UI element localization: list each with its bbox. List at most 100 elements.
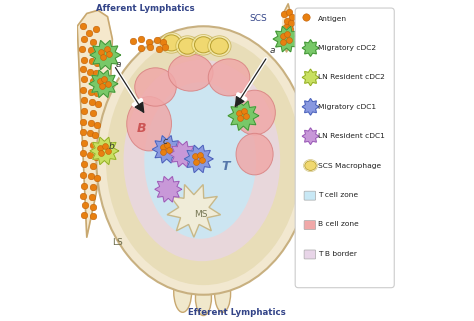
Polygon shape	[90, 137, 119, 165]
Point	[89, 79, 96, 84]
Ellipse shape	[210, 38, 228, 54]
Point	[94, 80, 102, 85]
Ellipse shape	[179, 38, 196, 54]
Point	[198, 157, 206, 162]
Point	[87, 89, 94, 94]
Text: Efferent Lymphatics: Efferent Lymphatics	[188, 308, 286, 317]
Point	[79, 172, 87, 178]
Point	[99, 54, 107, 59]
Text: SCS Macrophage: SCS Macrophage	[318, 163, 381, 169]
Point	[146, 45, 154, 50]
FancyBboxPatch shape	[295, 8, 394, 288]
Point	[100, 76, 108, 82]
Point	[236, 111, 243, 116]
Point	[98, 84, 106, 89]
Point	[88, 100, 95, 105]
Polygon shape	[273, 26, 300, 52]
Point	[79, 67, 87, 72]
Point	[91, 132, 99, 137]
Point	[137, 37, 145, 42]
Polygon shape	[167, 185, 220, 237]
Text: LS: LS	[112, 238, 123, 247]
Point	[81, 212, 88, 217]
Text: B cell zone: B cell zone	[318, 221, 359, 227]
Ellipse shape	[192, 35, 215, 55]
Point	[86, 131, 94, 136]
Point	[88, 59, 95, 64]
Point	[79, 119, 87, 124]
Point	[105, 52, 112, 57]
Point	[285, 9, 292, 14]
Text: Afferent Lymphatics: Afferent Lymphatics	[96, 4, 195, 13]
Ellipse shape	[195, 280, 211, 316]
Point	[89, 214, 96, 219]
Polygon shape	[302, 99, 319, 115]
Polygon shape	[302, 69, 319, 86]
Point	[90, 204, 97, 209]
Ellipse shape	[234, 90, 275, 135]
Point	[287, 21, 294, 26]
Text: Migratory cDC2: Migratory cDC2	[318, 45, 376, 51]
Point	[101, 143, 109, 149]
Polygon shape	[184, 145, 213, 173]
Polygon shape	[90, 40, 121, 70]
Point	[281, 12, 288, 17]
Point	[81, 184, 88, 189]
FancyBboxPatch shape	[304, 191, 316, 200]
Point	[286, 26, 294, 31]
Point	[89, 164, 96, 169]
Point	[288, 14, 296, 19]
Point	[94, 101, 102, 106]
Text: LN Resident cDC2: LN Resident cDC2	[318, 74, 385, 80]
Point	[82, 203, 89, 208]
Text: Migratory cDC1: Migratory cDC1	[318, 104, 376, 110]
FancyBboxPatch shape	[304, 250, 316, 259]
Point	[89, 40, 96, 45]
Ellipse shape	[208, 59, 250, 96]
Point	[79, 88, 87, 93]
Point	[146, 39, 153, 44]
Ellipse shape	[173, 271, 191, 312]
Point	[242, 114, 250, 119]
Point	[103, 47, 110, 52]
Ellipse shape	[194, 37, 212, 53]
Polygon shape	[155, 177, 182, 202]
Text: b: b	[109, 142, 114, 151]
Point	[161, 45, 169, 50]
Point	[241, 108, 248, 114]
Point	[164, 142, 171, 147]
Ellipse shape	[127, 97, 172, 151]
Ellipse shape	[305, 161, 316, 170]
Point	[93, 122, 101, 127]
Point	[88, 195, 95, 200]
Point	[302, 15, 310, 20]
Ellipse shape	[144, 82, 256, 239]
Point	[93, 60, 101, 65]
Point	[90, 184, 97, 189]
Text: c: c	[163, 137, 168, 146]
Point	[78, 46, 86, 51]
Ellipse shape	[208, 36, 231, 56]
Point	[165, 147, 173, 152]
Point	[104, 81, 111, 86]
Text: T cell zone: T cell zone	[318, 192, 358, 198]
Polygon shape	[77, 10, 112, 237]
Ellipse shape	[176, 36, 199, 56]
Point	[97, 49, 105, 54]
Point	[153, 38, 161, 43]
Point	[137, 46, 145, 51]
Point	[85, 30, 93, 35]
Point	[92, 154, 100, 159]
Point	[79, 24, 87, 29]
Point	[81, 108, 88, 114]
Point	[87, 120, 94, 126]
Point	[89, 142, 96, 147]
Ellipse shape	[135, 68, 176, 106]
Point	[79, 193, 87, 198]
Polygon shape	[169, 141, 196, 167]
Point	[160, 40, 167, 45]
Text: LN Resident cDC1: LN Resident cDC1	[318, 133, 385, 139]
Text: Antigen: Antigen	[318, 16, 347, 22]
Polygon shape	[282, 4, 293, 52]
Point	[283, 18, 291, 23]
